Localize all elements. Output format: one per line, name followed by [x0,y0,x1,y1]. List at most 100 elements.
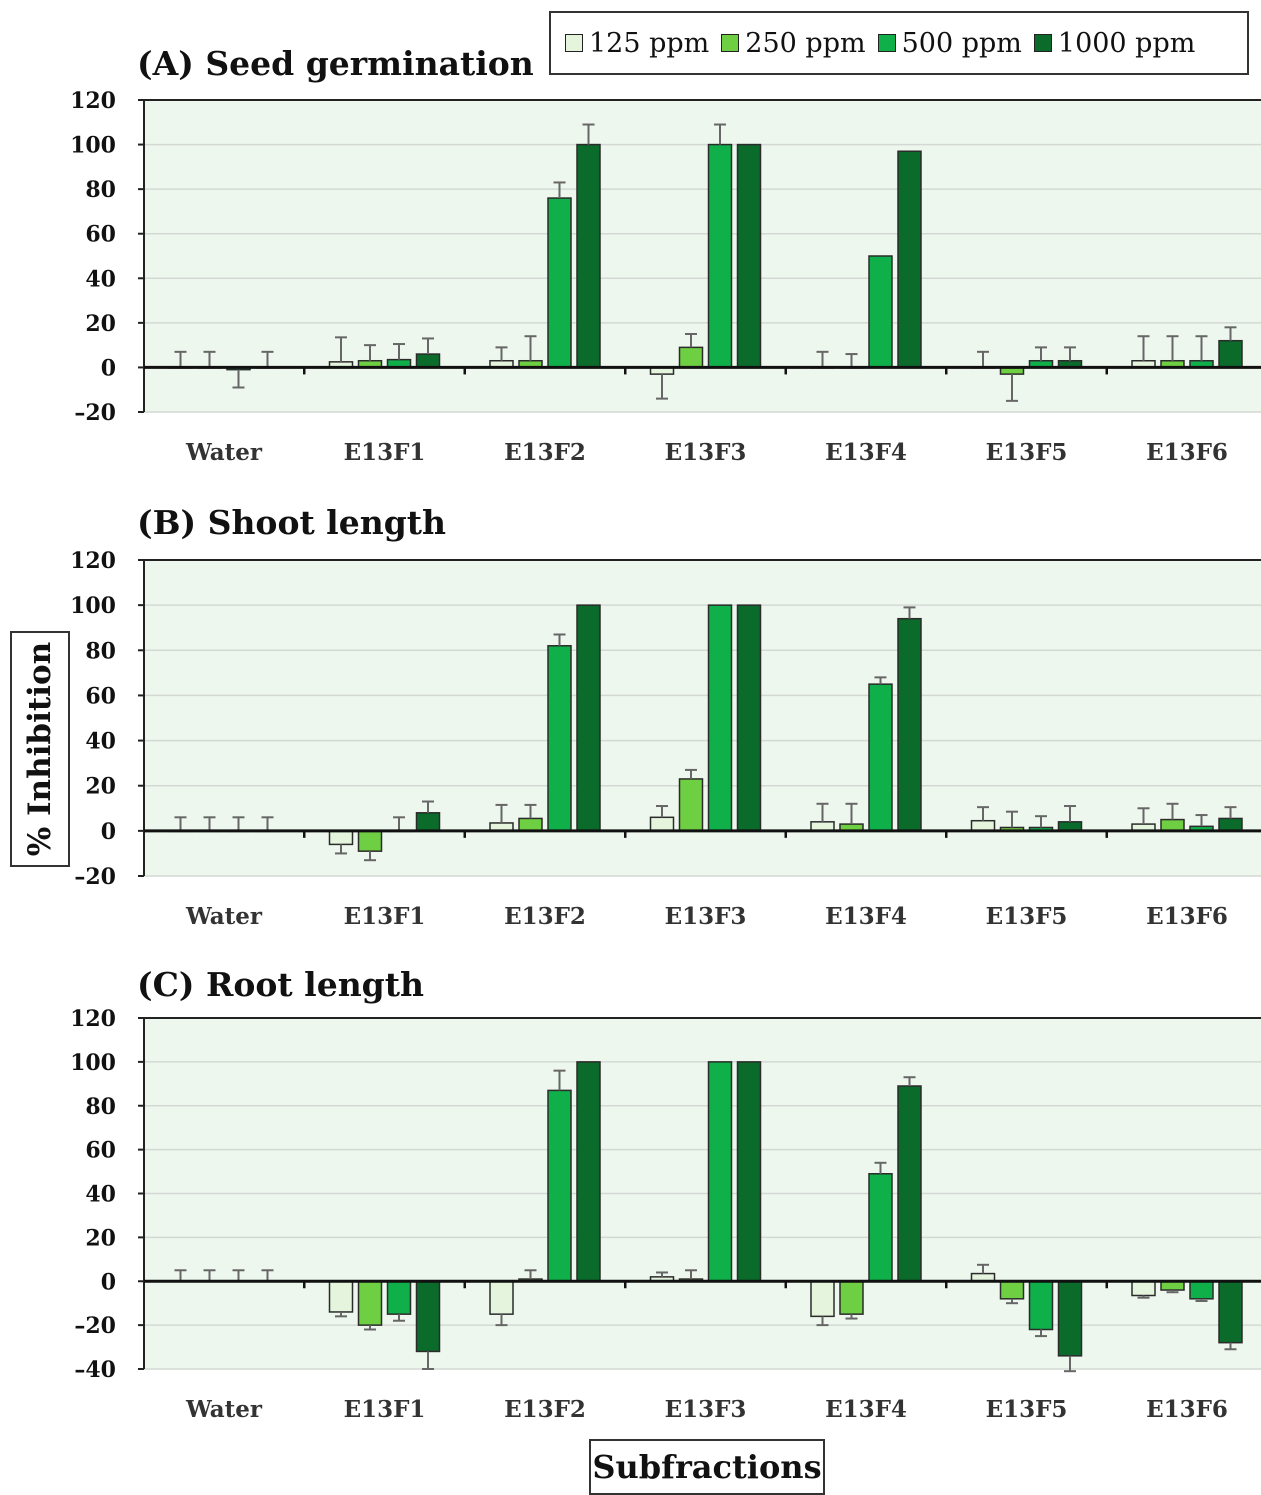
y-axis-label: % Inhibition [22,641,58,857]
y-tick-label: 40 [85,1182,116,1208]
bar-500-e13f5 [1028,1280,1054,1331]
legend-item-250: 250 ppm [721,27,866,59]
x-tick-label: Water [185,1396,263,1423]
bar-1000-e13f3 [736,604,762,832]
y-tick-label: 60 [85,222,116,248]
bar-250-e13f1 [357,830,383,852]
y-tick-label: 20 [85,774,116,800]
legend-label-500: 500 ppm [901,27,1022,59]
y-tick-label: 0 [101,1269,116,1295]
bar-500-e13f4 [868,1173,893,1282]
x-tick-label: E13F4 [825,439,907,466]
y-tick-label: –20 [74,864,116,890]
bar-125-e13f1 [328,1280,354,1313]
bar-500-e13f1 [386,1280,412,1315]
x-axis-label: Subfractions [592,1448,822,1486]
legend-item-500: 500 ppm [877,27,1022,59]
chart-panel-0: –20 0 20 40 60 80 100 120 (A) Seed germination Wa… [70,44,1261,466]
x-tick-label: E13F6 [1146,903,1228,930]
y-tick-label: 100 [70,133,116,159]
x-tick-label: Water [185,903,263,930]
x-axis-label-box: Subfractions [589,1439,825,1495]
bar-125-e13f3 [649,816,675,832]
bar-500-e13f3 [707,1061,733,1282]
legend-label-1000: 1000 ppm [1057,27,1196,59]
bar-250-e13f1 [357,1280,383,1326]
bar-1000-e13f4 [897,1085,922,1282]
x-tick-label: E13F4 [825,903,907,930]
legend-label-125: 125 ppm [589,27,710,59]
chart-legend: 125 ppm 250 ppm 500 ppm 1000 ppm [549,11,1249,75]
x-tick-label: E13F5 [986,439,1068,466]
legend-item-1000: 1000 ppm [1033,27,1196,59]
bar-500-e13f4 [868,255,893,369]
bar-1000-e13f1 [415,353,441,369]
y-tick-label: 0 [101,355,116,381]
legend-swatch-250 [721,34,740,52]
y-tick-label: 40 [85,266,116,292]
bar-500-e13f2 [547,1089,572,1283]
x-tick-label: E13F4 [825,1396,907,1423]
y-tick-label: 80 [85,638,116,664]
y-tick-label: 60 [85,1138,116,1164]
x-tick-label: E13F6 [1146,439,1228,466]
x-tick-label: E13F2 [504,903,586,930]
bar-500-e13f6 [1189,1280,1214,1300]
bar-1000-e13f4 [897,150,922,369]
y-tick-label: 80 [85,1094,116,1120]
y-tick-label: 0 [101,819,116,845]
panel-title: (C) Root length [137,965,424,1004]
panel-title: (A) Seed germination [137,44,534,83]
bar-500-e13f3 [707,143,733,369]
bar-125-e13f4 [810,1280,835,1318]
bar-250-e13f3 [678,778,704,832]
y-tick-label: 120 [70,1006,116,1032]
bar-125-e13f2 [489,1280,514,1315]
y-tick-label: 120 [70,88,116,114]
bar-1000-e13f2 [576,1061,601,1282]
bar-250-e13f6 [1160,818,1185,832]
legend-swatch-125 [565,34,583,52]
panel-title: (B) Shoot length [137,503,446,542]
x-tick-label: E13F5 [986,903,1068,930]
y-tick-label: 100 [70,593,116,619]
y-tick-label: 100 [70,1050,116,1076]
bar-250-e13f3 [678,346,704,369]
x-tick-label: E13F5 [986,1396,1068,1423]
bar-1000-e13f5 [1057,1280,1083,1357]
bar-125-e13f5 [970,819,996,832]
legend-swatch-500 [877,34,896,52]
bar-500-e13f4 [868,683,893,832]
x-tick-label: E13F2 [504,1396,586,1423]
bar-500-e13f2 [547,645,572,832]
y-tick-label: 60 [85,683,116,709]
bar-1000-e13f1 [415,1280,441,1353]
bar-500-e13f3 [707,604,733,832]
x-tick-label: E13F3 [665,439,747,466]
y-tick-label: 20 [85,311,116,337]
legend-swatch-1000 [1033,34,1052,52]
x-tick-label: E13F1 [344,1396,426,1423]
y-tick-label: 20 [85,1225,116,1251]
bar-250-e13f5 [999,1280,1025,1300]
y-tick-label: 120 [70,548,116,574]
chart-panel-2: –40 –20 0 20 40 60 80 100 120 (C) Root length Wate… [70,965,1261,1423]
y-tick-label: 80 [85,177,116,203]
x-tick-label: E13F1 [344,903,426,930]
chart-panel-1: –20 0 20 40 60 80 100 120 (B) Shoot length Water E… [70,503,1261,930]
legend-label-250: 250 ppm [745,27,866,59]
bar-1000-e13f2 [576,143,601,369]
bar-125-e13f1 [328,830,354,846]
bar-1000-e13f6 [1218,1280,1243,1344]
y-tick-label: –40 [74,1357,116,1383]
x-tick-label: E13F1 [344,439,426,466]
x-tick-label: E13F3 [665,903,747,930]
legend-item-125: 125 ppm [565,28,709,59]
x-tick-label: Water [185,439,263,466]
y-tick-label: 40 [85,729,116,755]
bar-500-e13f2 [547,197,572,369]
bar-1000-e13f4 [897,617,922,832]
bar-1000-e13f3 [736,143,762,369]
bar-250-e13f2 [518,817,543,832]
